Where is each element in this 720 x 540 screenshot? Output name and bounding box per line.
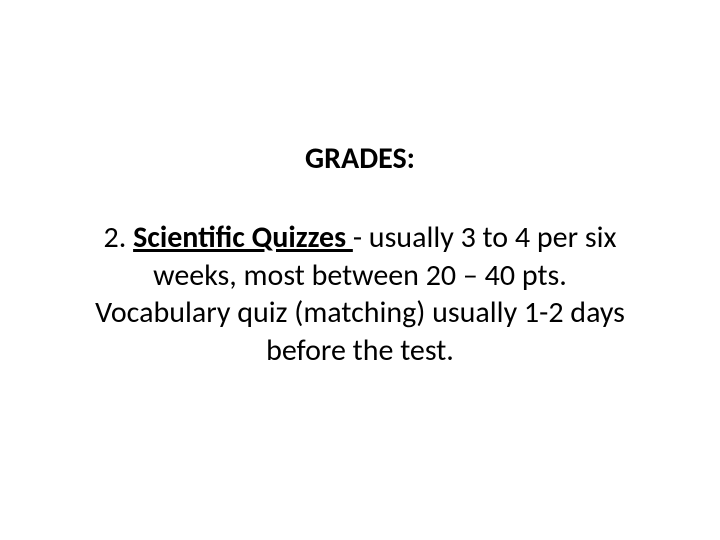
- quiz-label: Scientific Quizzes: [133, 219, 353, 256]
- item-number: 2.: [104, 219, 134, 256]
- body-paragraph: 2. Scientific Quizzes - usually 3 to 4 p…: [77, 219, 643, 369]
- section-heading: GRADES:: [305, 140, 415, 177]
- line3: Vocabulary quiz (matching) usually 1-2 d…: [95, 294, 625, 331]
- line1-rest: - usually 3 to 4 per six: [353, 219, 617, 256]
- line2: weeks, most between 20 – 40 pts.: [153, 257, 567, 294]
- line4: before the test.: [266, 332, 454, 369]
